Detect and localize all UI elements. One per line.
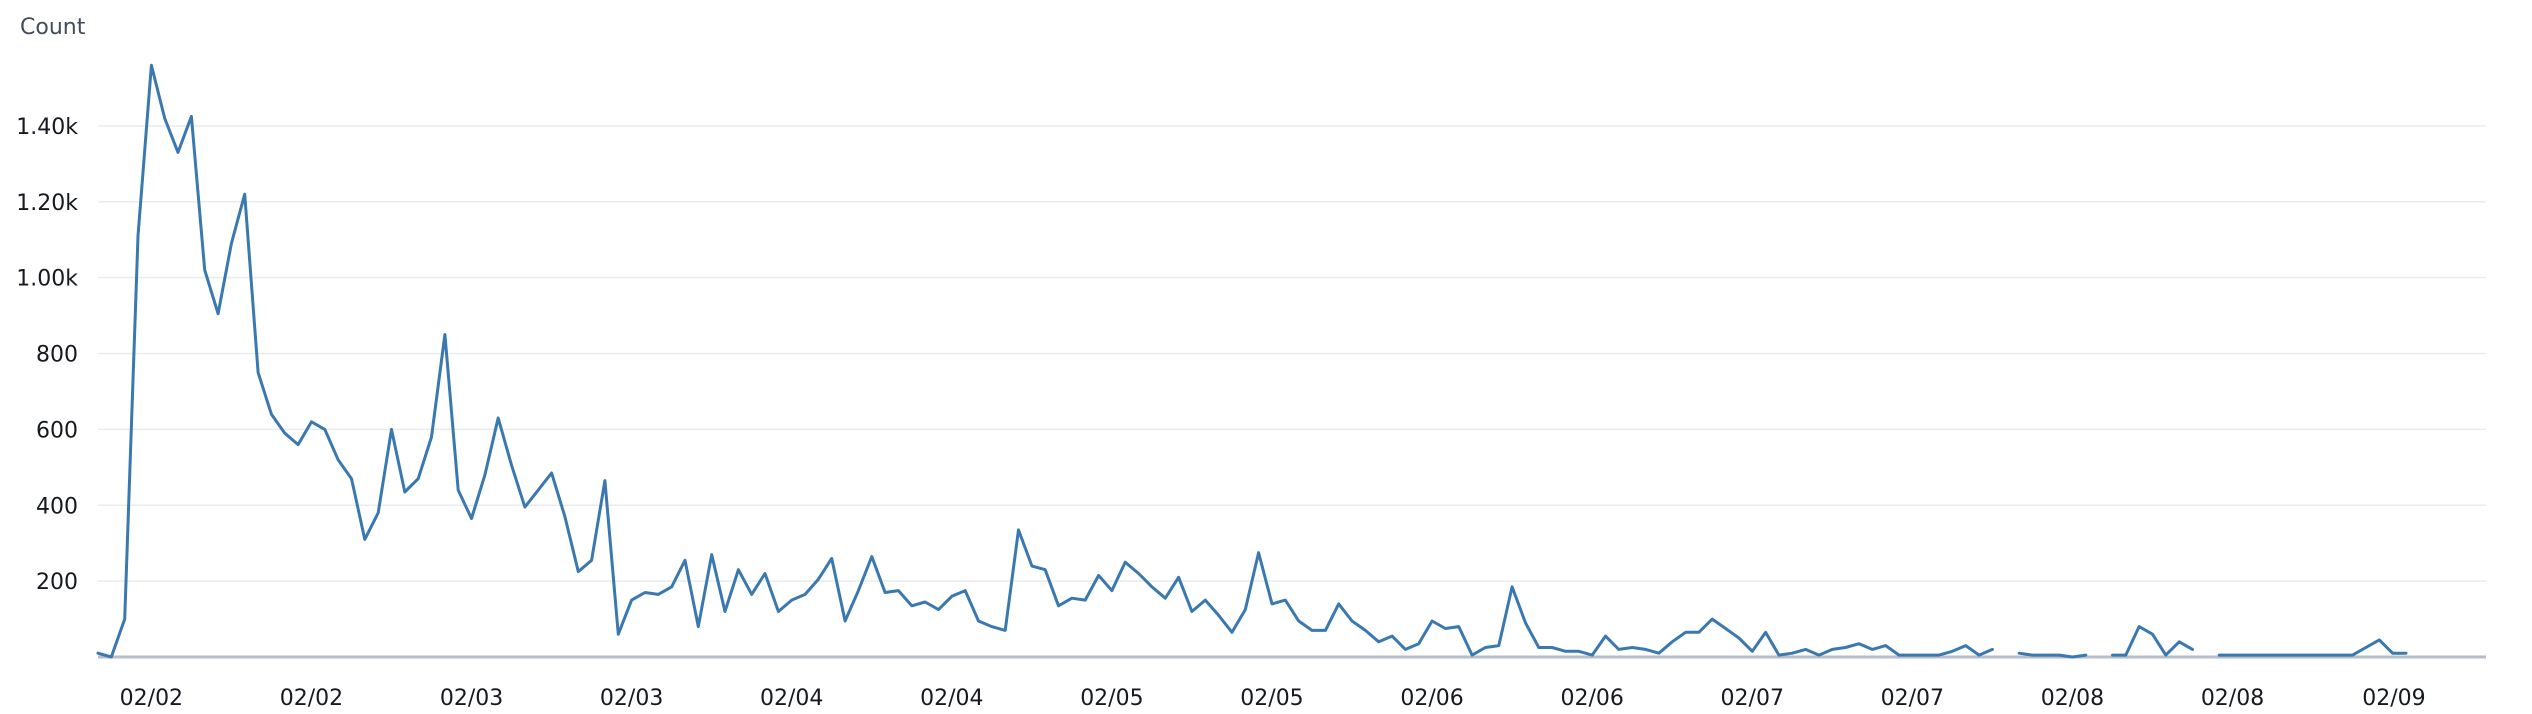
y-tick-label: 800 (36, 343, 78, 368)
y-tick-label: 400 (36, 494, 78, 519)
x-tick-label: 02/08 (2041, 686, 2104, 711)
x-tick-label: 02/07 (1881, 686, 1944, 711)
x-tick-label: 02/02 (280, 686, 343, 711)
y-tick-label: 1.20k (16, 191, 78, 216)
gridlines (98, 125, 2486, 582)
y-tick-label: 200 (36, 570, 78, 595)
x-tick-label: 02/09 (2362, 686, 2425, 711)
x-tick-label: 02/08 (2201, 686, 2264, 711)
x-tick-label: 02/06 (1400, 686, 1463, 711)
x-tick-label: 02/02 (120, 686, 183, 711)
y-axis-label: Count (20, 15, 86, 40)
x-axis-ticks: 02/02 02/02 02/03 02/03 02/04 02/04 02/05 02/05… (120, 686, 2426, 711)
series-count (96, 63, 2408, 659)
x-tick-label: 02/05 (1080, 686, 1143, 711)
y-tick-label: 1.00k (16, 267, 78, 292)
y-tick-label: 600 (36, 418, 78, 443)
x-tick-label: 02/05 (1240, 686, 1303, 711)
x-tick-label: 02/07 (1721, 686, 1784, 711)
x-tick-label: 02/03 (600, 686, 663, 711)
y-tick-label: 1.40k (16, 115, 78, 140)
x-tick-label: 02/03 (440, 686, 503, 711)
x-tick-label: 02/06 (1560, 686, 1623, 711)
series-line (96, 63, 2408, 659)
x-tick-label: 02/04 (760, 686, 823, 711)
x-tick-label: 02/04 (920, 686, 983, 711)
y-axis-ticks: 200 400 600 800 1.00k 1.20k 1.40k (16, 115, 78, 595)
